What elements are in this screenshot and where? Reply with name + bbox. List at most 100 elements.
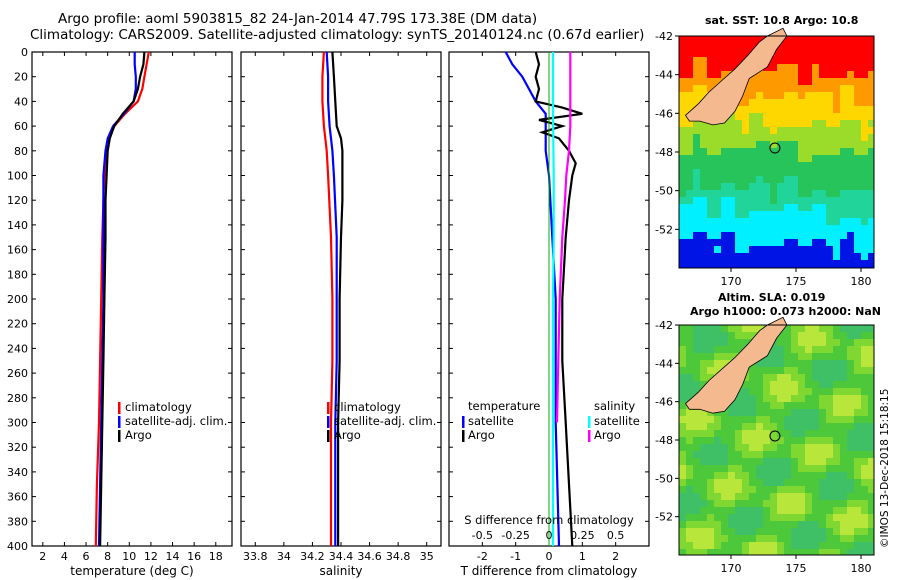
map-cell xyxy=(707,134,714,141)
map-cell xyxy=(728,346,735,353)
map-cell xyxy=(728,141,735,148)
map-cell xyxy=(868,486,874,493)
map-cell xyxy=(861,486,868,493)
map-cell xyxy=(700,353,707,360)
map-cell xyxy=(861,521,868,528)
map-cell xyxy=(756,493,763,500)
map-cell xyxy=(728,465,735,472)
map-cell xyxy=(714,225,721,232)
map-cell xyxy=(714,451,721,458)
map-cell xyxy=(686,232,693,239)
map-cell xyxy=(742,325,749,332)
map-cell xyxy=(742,514,749,521)
map-cell xyxy=(819,64,826,71)
map-cell xyxy=(812,85,819,92)
map-cell xyxy=(700,64,707,71)
map-cell xyxy=(700,120,707,127)
map-cell xyxy=(714,239,721,246)
map-cell xyxy=(714,148,721,155)
map-cell xyxy=(693,225,700,232)
map-cell xyxy=(784,486,791,493)
map-cell xyxy=(791,92,798,99)
map-cell xyxy=(798,493,805,500)
map-cell xyxy=(812,190,819,197)
map-cell xyxy=(707,514,714,521)
map-cell xyxy=(840,127,847,134)
map-cell xyxy=(686,507,693,514)
map-cell xyxy=(679,507,686,514)
map-cell xyxy=(777,134,784,141)
lon-tick-label: 175 xyxy=(786,275,807,288)
map-cell xyxy=(840,325,847,332)
map-cell xyxy=(868,50,874,57)
map-cell xyxy=(868,479,874,486)
map-cell xyxy=(700,360,707,367)
map-cell xyxy=(861,92,868,99)
map-cell xyxy=(833,127,840,134)
map-cell xyxy=(819,535,826,542)
legend-swatch xyxy=(462,430,465,442)
map-cell xyxy=(721,239,728,246)
map-cell xyxy=(777,500,784,507)
x-tick-label: 35 xyxy=(420,550,434,563)
map-cell xyxy=(749,500,756,507)
map-cell xyxy=(854,402,861,409)
lat-tick-label: -48 xyxy=(655,146,673,159)
map-cell xyxy=(679,211,686,218)
map-cell xyxy=(707,204,714,211)
map-cell xyxy=(833,92,840,99)
map-cell xyxy=(784,134,791,141)
map-cell xyxy=(679,479,686,486)
y-tick-label: 280 xyxy=(7,392,28,405)
map-cell xyxy=(679,416,686,423)
map-cell xyxy=(714,253,721,260)
map-cell xyxy=(826,155,833,162)
map-cell xyxy=(854,169,861,176)
map-cell xyxy=(791,162,798,169)
y-tick-label: 180 xyxy=(7,268,28,281)
map-cell xyxy=(735,458,742,465)
map-cell xyxy=(721,36,728,43)
map-cell xyxy=(714,528,721,535)
map-cell xyxy=(679,367,686,374)
map-cell xyxy=(735,36,742,43)
map-cell xyxy=(826,218,833,225)
map-cell xyxy=(770,204,777,211)
map-cell xyxy=(868,493,874,500)
map-cell xyxy=(742,423,749,430)
map-cell xyxy=(707,71,714,78)
map-cell xyxy=(714,246,721,253)
map-cell xyxy=(840,50,847,57)
map-cell xyxy=(812,479,819,486)
map-cell xyxy=(707,260,714,267)
map-cell xyxy=(861,36,868,43)
map-cell xyxy=(749,395,756,402)
map-cell xyxy=(721,521,728,528)
map-cell xyxy=(721,458,728,465)
map-cell xyxy=(798,155,805,162)
map-cell xyxy=(868,232,874,239)
map-cell xyxy=(798,148,805,155)
map-cell xyxy=(812,374,819,381)
map-cell xyxy=(826,388,833,395)
y-tick-label: 40 xyxy=(14,95,28,108)
map-cell xyxy=(812,99,819,106)
series-line-temperature-argo xyxy=(534,51,583,547)
map-cell xyxy=(777,99,784,106)
map-cell xyxy=(700,521,707,528)
map-cell xyxy=(679,197,686,204)
map-cell xyxy=(784,388,791,395)
map-cell xyxy=(735,500,742,507)
map-cell xyxy=(840,155,847,162)
map-cell xyxy=(854,232,861,239)
map-cell xyxy=(749,479,756,486)
map-cell xyxy=(784,232,791,239)
map-cell xyxy=(686,514,693,521)
map-cell xyxy=(714,416,721,423)
map-cell xyxy=(868,381,874,388)
map-cell xyxy=(868,197,874,204)
map-cell xyxy=(679,444,686,451)
map-cell xyxy=(861,127,868,134)
map-cell xyxy=(777,472,784,479)
map-cell xyxy=(868,549,874,555)
